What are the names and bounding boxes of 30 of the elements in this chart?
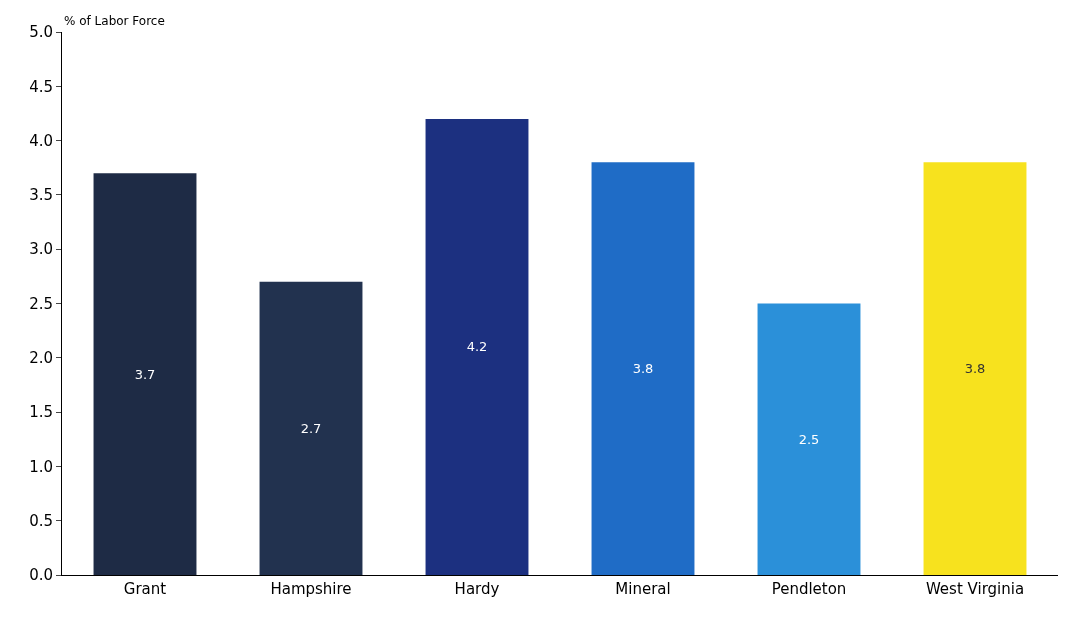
data-label: 3.8 xyxy=(632,361,654,377)
x-tick-label: Grant xyxy=(123,580,167,598)
y-axis-title: % of Labor Force xyxy=(64,14,165,28)
x-tick-label: Hampshire xyxy=(270,580,352,598)
y-tick-label: 2.5 xyxy=(29,294,53,313)
y-tick-label: 1.5 xyxy=(29,403,53,422)
x-tick-label: West Virginia xyxy=(925,580,1025,598)
y-tick-label: 0.5 xyxy=(29,511,53,530)
bar xyxy=(93,173,197,575)
y-tick-label: 2.0 xyxy=(29,349,53,368)
y-tick-label: 3.5 xyxy=(29,186,53,205)
y-tick-label: 3.0 xyxy=(29,240,53,259)
bar xyxy=(923,162,1027,575)
data-label: 2.7 xyxy=(300,420,322,436)
data-label: 4.2 xyxy=(466,339,488,355)
y-tick-label: 5.0 xyxy=(29,23,53,42)
data-label: 3.7 xyxy=(134,366,156,382)
x-tick-label: Hardy xyxy=(454,580,500,598)
y-tick-label: 1.0 xyxy=(29,457,53,476)
bar xyxy=(591,162,695,575)
x-tick-label: Mineral xyxy=(615,580,671,598)
bar xyxy=(259,281,363,575)
y-tick-label: 0.0 xyxy=(29,566,53,585)
data-label: 2.5 xyxy=(798,431,820,447)
y-tick-label: 4.5 xyxy=(29,77,53,96)
data-label: 3.8 xyxy=(964,361,986,377)
bar xyxy=(425,118,529,575)
x-tick-label: Pendleton xyxy=(771,580,847,598)
y-tick-label: 4.0 xyxy=(29,131,53,150)
bar xyxy=(757,303,861,575)
